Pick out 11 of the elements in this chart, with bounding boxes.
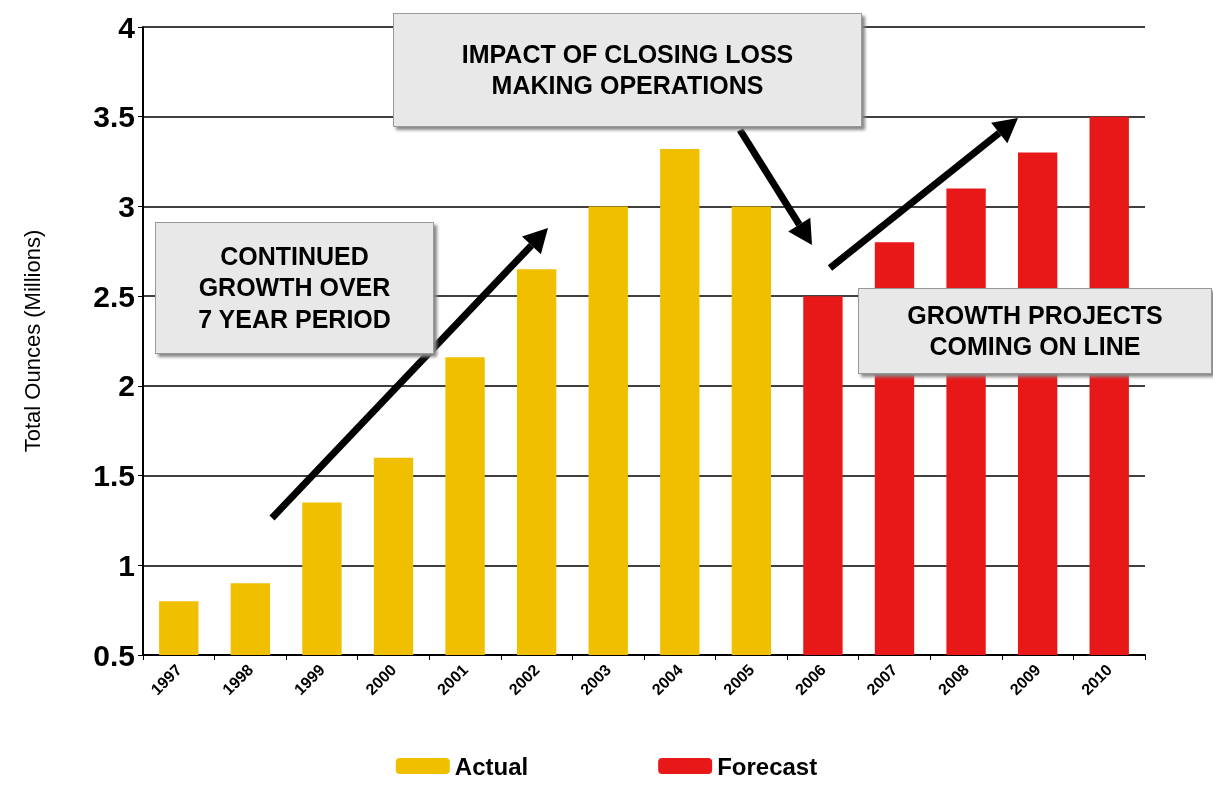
- legend-label: Forecast: [717, 752, 818, 780]
- y-tick-label: 3: [118, 189, 135, 223]
- y-tick-label: 3.5: [93, 100, 135, 134]
- y-tick-label: 4: [118, 10, 136, 44]
- y-tick-label: 2.5: [93, 279, 135, 313]
- y-axis-title: Total Ounces (Millions): [19, 229, 45, 453]
- y-tick-label: 1: [118, 548, 135, 582]
- legend-label: Actual: [454, 752, 529, 780]
- y-tick-label: 0.5: [93, 638, 135, 672]
- y-tick-label: 1.5: [93, 459, 135, 493]
- y-tick-label: 2: [118, 369, 135, 403]
